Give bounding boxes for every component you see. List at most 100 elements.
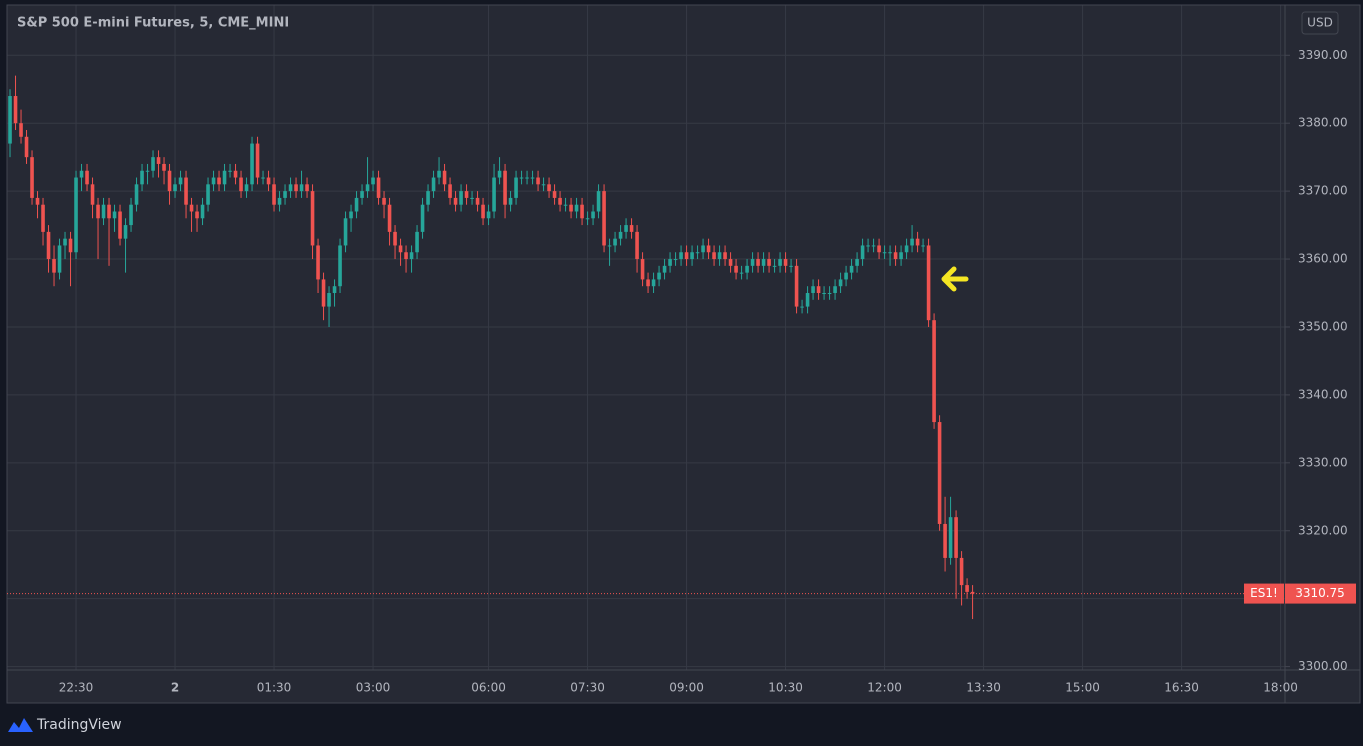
- chart-pane: [7, 5, 1360, 703]
- candle-body: [794, 265, 799, 307]
- candle-body: [695, 252, 700, 254]
- brand-logo: [8, 718, 33, 732]
- x-tick-label: 13:30: [966, 681, 1001, 695]
- candle-body: [321, 279, 326, 307]
- candle-body: [574, 204, 579, 212]
- candle-body: [52, 259, 56, 273]
- candle-body: [376, 177, 381, 198]
- candle-body: [112, 211, 117, 219]
- candle-body: [723, 252, 727, 260]
- candle-body: [470, 197, 474, 199]
- candle-body: [178, 177, 183, 185]
- candle-body: [849, 265, 854, 273]
- y-tick-label: 3340.00: [1298, 387, 1348, 401]
- candle-body: [63, 238, 67, 246]
- candle-body: [855, 259, 859, 266]
- candle-body: [167, 170, 172, 192]
- candle-body: [79, 170, 84, 178]
- y-tick-label: 3300.00: [1298, 659, 1348, 673]
- candle-body: [530, 177, 535, 179]
- candle-body: [497, 170, 502, 178]
- candle-body: [536, 177, 540, 185]
- candle-body: [13, 96, 18, 124]
- candle-body: [200, 204, 205, 219]
- candle-body: [437, 170, 441, 178]
- candle-body: [464, 191, 469, 198]
- candle-body: [860, 245, 865, 260]
- candle-body: [233, 170, 238, 178]
- candle-body: [19, 123, 23, 137]
- candle-body: [393, 231, 397, 246]
- candle-body: [662, 265, 667, 273]
- candle-body: [684, 252, 689, 260]
- currency-box[interactable]: [1301, 11, 1339, 35]
- annotation-arrow: [941, 266, 969, 292]
- candle-body: [767, 259, 771, 266]
- candle-body: [690, 252, 694, 260]
- candle-body: [211, 177, 216, 185]
- candle-body: [156, 157, 161, 164]
- candle-body: [563, 204, 568, 206]
- candle-body: [299, 184, 304, 192]
- candle-body: [151, 157, 155, 171]
- candle-body: [706, 245, 711, 253]
- candle-body: [382, 197, 386, 205]
- candle-body: [387, 204, 392, 232]
- candle-body: [74, 177, 78, 253]
- y-tick-label: 3350.00: [1298, 319, 1348, 333]
- candle-body: [954, 517, 958, 558]
- y-tick-label: 3320.00: [1298, 523, 1348, 537]
- candle-body: [244, 184, 249, 192]
- candle-body: [96, 204, 100, 219]
- x-tick-label: 06:00: [471, 681, 506, 695]
- candle-body: [365, 184, 370, 192]
- candle-body: [145, 170, 150, 172]
- candle-body: [420, 204, 425, 232]
- candle-body: [552, 191, 557, 198]
- candle-body: [503, 170, 507, 205]
- candle-body: [904, 245, 909, 253]
- y-tick-label: 3390.00: [1298, 48, 1348, 62]
- price-tag-label: 3310.75: [1295, 586, 1345, 600]
- candle-body: [222, 170, 227, 185]
- candle-body: [272, 184, 276, 205]
- candle-body: [162, 163, 166, 171]
- candle-body: [805, 293, 810, 307]
- candle-body: [35, 197, 40, 205]
- candle-body: [822, 293, 826, 295]
- y-tick-label: 3370.00: [1298, 184, 1348, 198]
- brand: TradingView: [36, 717, 122, 733]
- candle-body: [426, 191, 430, 205]
- x-tick-label: 01:30: [257, 681, 292, 695]
- candle-body: [90, 184, 95, 205]
- x-tick-label: 09:00: [669, 681, 704, 695]
- candle-body: [206, 184, 210, 205]
- candle-body: [349, 211, 353, 219]
- candle-body: [838, 279, 843, 287]
- candle-body: [948, 517, 953, 558]
- candle-body: [728, 259, 733, 266]
- candle-body: [123, 225, 128, 239]
- candle-body: [679, 252, 683, 260]
- candle-body: [646, 279, 650, 287]
- candle-body: [893, 252, 898, 260]
- candle-body: [970, 591, 975, 594]
- candle-body: [926, 245, 931, 321]
- y-tick-label: 3360.00: [1298, 252, 1348, 266]
- candle-body: [354, 197, 359, 212]
- candle-body: [492, 177, 496, 212]
- candle-body: [772, 265, 777, 267]
- price-tag: [1285, 583, 1356, 604]
- candle-body: [107, 204, 111, 219]
- candle-body: [888, 252, 892, 254]
- candle-body: [371, 177, 375, 185]
- candle-body: [228, 170, 232, 172]
- candle-body: [635, 231, 639, 260]
- candle-body: [618, 231, 623, 239]
- candle-body: [937, 422, 942, 524]
- x-tick-label: 22:30: [59, 681, 94, 695]
- candle-body: [101, 204, 106, 219]
- candle-body: [959, 557, 964, 586]
- candle-body: [624, 225, 628, 232]
